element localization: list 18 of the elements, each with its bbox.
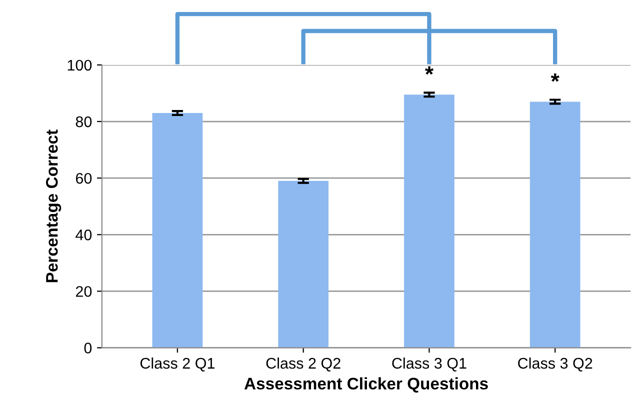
bar — [530, 102, 580, 348]
bar — [278, 180, 329, 348]
y-tick-label: 100 — [68, 60, 92, 71]
x-tick-label: Class 3 Q1 — [392, 357, 466, 372]
bar — [152, 113, 203, 348]
y-tick-label: 80 — [76, 116, 92, 128]
x-axis-title: Assessment Clicker Questions — [244, 377, 488, 393]
y-tick-label: 20 — [76, 286, 92, 297]
x-tick-label: Class 2 Q1 — [140, 357, 214, 372]
bar — [404, 94, 454, 348]
x-tick-label: Class 3 Q2 — [518, 357, 592, 372]
y-tick-label: 40 — [76, 230, 92, 240]
y-tick-label: 60 — [76, 172, 92, 184]
annotation: * — [424, 66, 434, 75]
annotation: * — [550, 73, 560, 82]
x-tick-label: Class 2 Q2 — [266, 357, 340, 372]
y-axis-title: Percentage Correct — [46, 130, 62, 282]
y-tick-label: 0 — [84, 342, 92, 354]
